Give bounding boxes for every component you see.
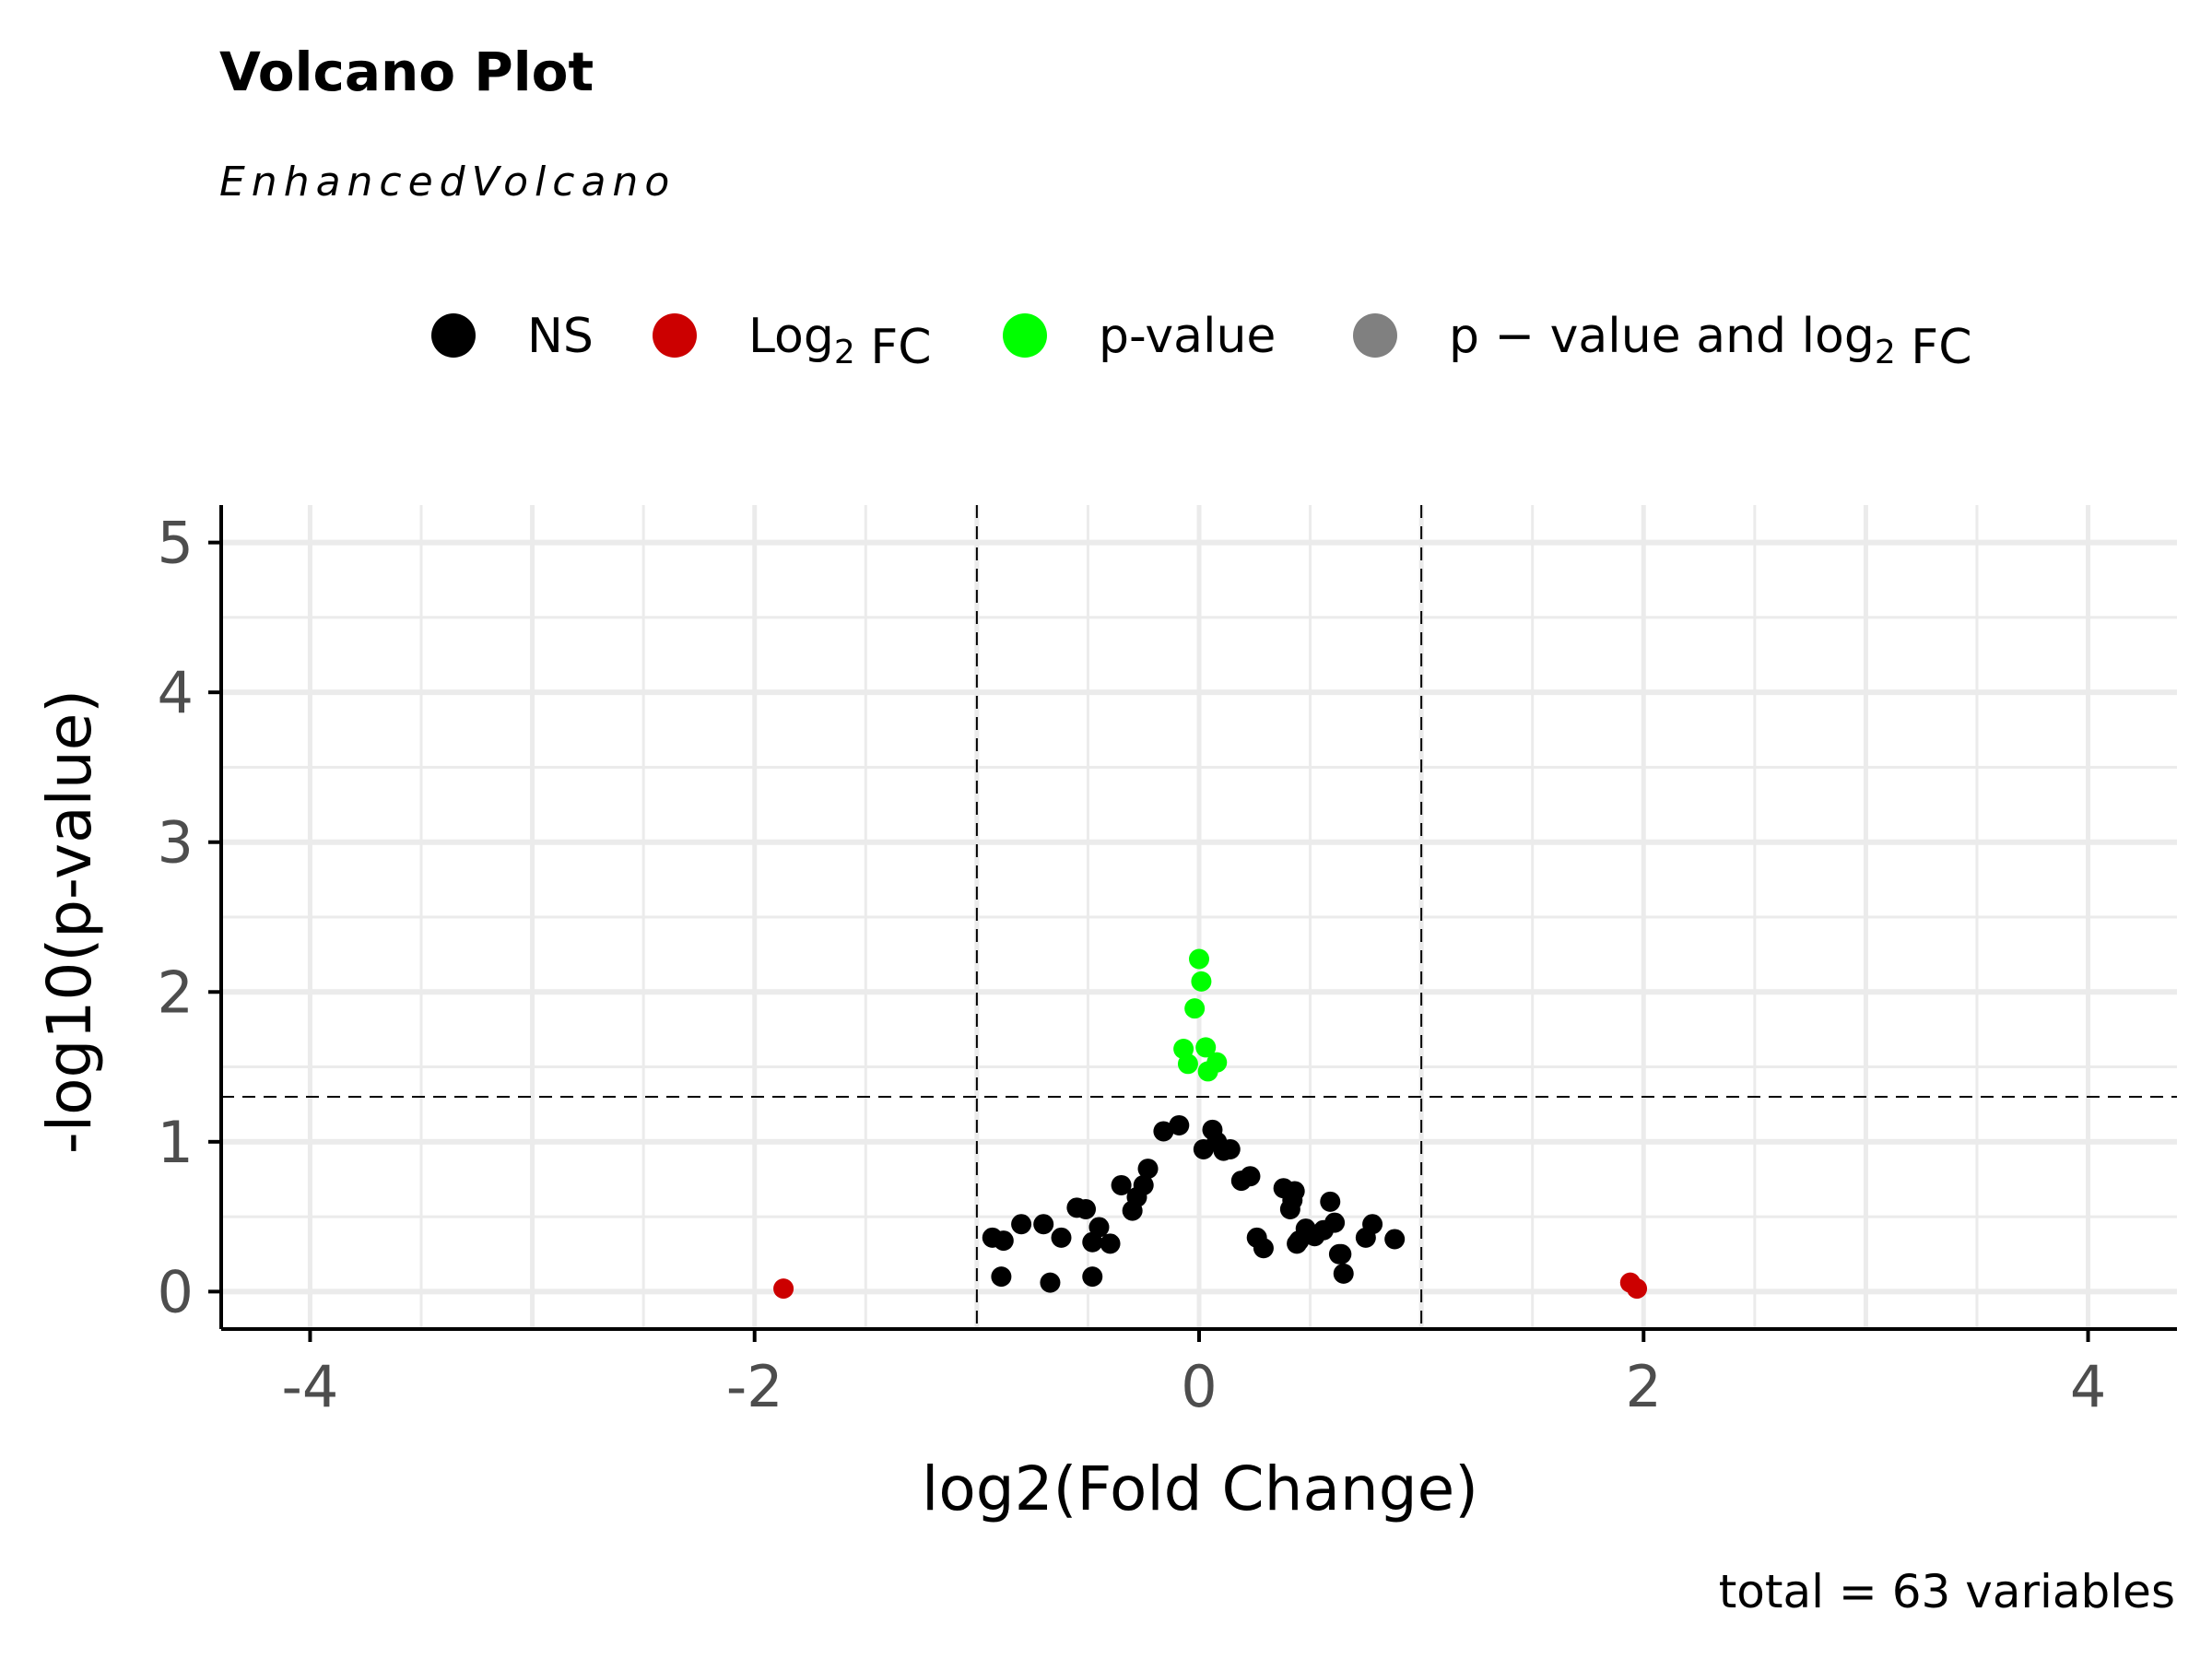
- y-tick-label: 4: [158, 659, 194, 726]
- point-ns: [1033, 1214, 1054, 1235]
- point-p-value: [1195, 1037, 1217, 1058]
- point-ns: [1320, 1191, 1341, 1212]
- y-axis-title: -log10(p-value): [34, 689, 105, 1154]
- point-ns: [1282, 1190, 1303, 1211]
- chart-subtitle: EnhancedVolcano: [219, 159, 676, 206]
- caption: total = 63 variables: [1719, 1565, 2175, 1618]
- x-tick-label: 0: [1181, 1353, 1217, 1420]
- x-tick-label: 4: [2070, 1353, 2106, 1420]
- legend-label-ns: NS: [527, 309, 594, 364]
- point-ns: [1153, 1121, 1174, 1142]
- point-p-value: [1177, 1053, 1198, 1075]
- point-ns: [1333, 1263, 1354, 1284]
- point-p-value: [1197, 1061, 1218, 1082]
- x-tick-label: -2: [726, 1353, 783, 1420]
- y-tick-label: 5: [158, 510, 194, 577]
- point-ns: [1253, 1238, 1274, 1259]
- legend-item-p-value-and-log2-fc: p − value and log2 FC: [1353, 309, 1972, 375]
- point-ns: [1324, 1212, 1346, 1233]
- point-p-value: [1189, 948, 1209, 970]
- point-ns: [1240, 1166, 1261, 1187]
- point-log2-fc: [1627, 1278, 1648, 1300]
- y-tick-label: 0: [158, 1258, 194, 1325]
- point-ns: [1169, 1114, 1190, 1135]
- point-ns: [1076, 1198, 1097, 1219]
- legend-item-log2-fc: Log2 FC: [653, 309, 932, 375]
- point-log2-fc: [773, 1278, 794, 1300]
- ticks: -4 -2 0 2 4 0 1 2 3 4 5: [158, 510, 2107, 1420]
- y-tick-label: 1: [158, 1109, 194, 1176]
- point-p-value: [1184, 998, 1206, 1019]
- legend-key-p-value-and-log2-fc: [1353, 313, 1397, 358]
- point-p-value: [1191, 971, 1212, 992]
- threshold-lines: [221, 505, 2177, 1329]
- point-ns: [1082, 1266, 1103, 1288]
- legend-key-log2-fc: [653, 313, 697, 358]
- point-ns: [1137, 1159, 1159, 1180]
- point-ns: [993, 1230, 1014, 1252]
- point-ns: [1051, 1227, 1072, 1248]
- point-ns: [1040, 1272, 1061, 1293]
- point-ns: [1011, 1214, 1032, 1235]
- x-axis-title: log2(Fold Change): [922, 1453, 1478, 1524]
- point-ns: [1088, 1217, 1110, 1238]
- x-tick-label: 2: [1626, 1353, 1662, 1420]
- legend-label-p-value-and-log2-fc: p − value and log2 FC: [1449, 309, 1972, 375]
- point-ns: [1287, 1233, 1308, 1254]
- legend-key-ns: [431, 313, 476, 358]
- legend-item-ns: NS: [431, 309, 594, 364]
- legend: NS Log2 FC p-value p − value and log2 FC: [431, 309, 1972, 375]
- point-ns: [1331, 1243, 1352, 1265]
- point-ns: [991, 1266, 1012, 1288]
- legend-item-p-value: p-value: [1003, 309, 1276, 364]
- point-ns: [1384, 1229, 1406, 1250]
- y-tick-label: 3: [158, 809, 194, 877]
- chart-title: Volcano Plot: [219, 41, 594, 103]
- y-tick-label: 2: [158, 959, 194, 1026]
- point-ns: [1133, 1174, 1154, 1195]
- legend-key-p-value: [1003, 313, 1047, 358]
- point-ns: [1219, 1138, 1241, 1159]
- point-ns: [1111, 1174, 1132, 1195]
- legend-label-log2-fc: Log2 FC: [748, 309, 932, 375]
- legend-label-p-value: p-value: [1099, 309, 1276, 364]
- x-tick-label: -4: [282, 1353, 339, 1420]
- point-ns: [1100, 1233, 1121, 1254]
- data-points: [773, 948, 1648, 1300]
- point-ns: [1362, 1214, 1383, 1235]
